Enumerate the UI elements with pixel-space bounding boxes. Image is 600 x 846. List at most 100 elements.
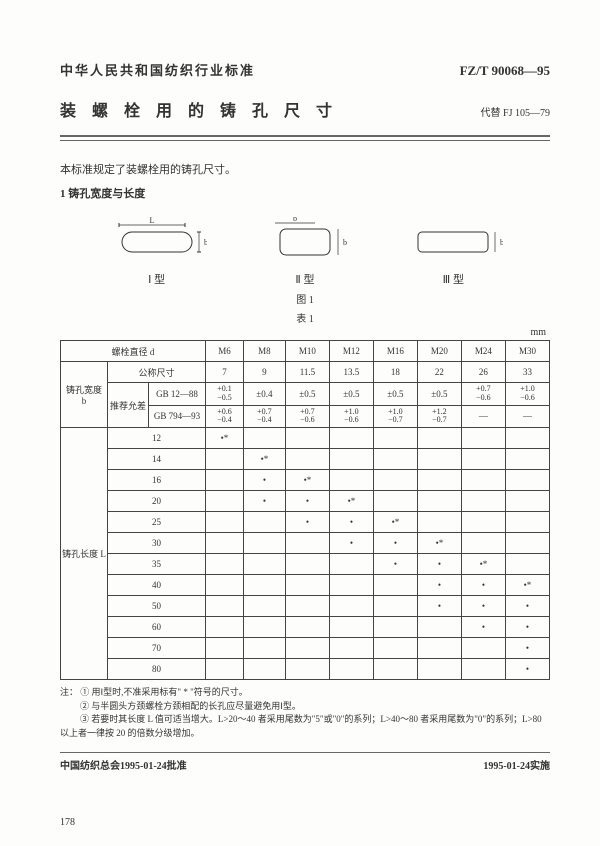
dot-cell [329, 428, 373, 449]
length-value: 16 [108, 470, 206, 491]
dot-cell [373, 575, 417, 596]
dot-cell: •* [505, 575, 549, 596]
dot-cell: • [505, 638, 549, 659]
dot-cell [206, 554, 244, 575]
dot-cell [329, 575, 373, 596]
implement-text: 1995-01-24实施 [483, 757, 550, 772]
organization: 中华人民共和国纺织行业标准 [60, 60, 255, 79]
replaces: 代替 FJ 105—79 [481, 104, 550, 119]
dot-cell: • [329, 512, 373, 533]
length-label: 铸孔长度 L [61, 428, 108, 680]
dot-cell [329, 617, 373, 638]
notes-block: 注： ① 用Ⅰ型时,不准采用标有" * "符号的尺寸。 ② 与半圆头方颈螺栓方颈… [60, 686, 550, 740]
dot-cell [243, 512, 285, 533]
dot-cell [285, 575, 329, 596]
dot-cell [206, 491, 244, 512]
dot-cell [505, 428, 549, 449]
note-1: ① 用Ⅰ型时,不准采用标有" * "符号的尺寸。 [80, 687, 248, 697]
length-value: 35 [108, 554, 206, 575]
figure-label: 图 1 [60, 291, 550, 306]
length-value: 50 [108, 596, 206, 617]
separator [60, 135, 550, 141]
dot-cell [461, 512, 505, 533]
dot-cell [243, 617, 285, 638]
dot-cell [285, 428, 329, 449]
svg-text:b: b [500, 238, 503, 247]
dot-cell: • [505, 617, 549, 638]
dot-cell [206, 617, 244, 638]
length-value: 70 [108, 638, 206, 659]
standard-number: FZ/T 90068—95 [460, 63, 550, 79]
dot-cell: • [329, 533, 373, 554]
slot-icon-1: L b [107, 217, 207, 267]
th-bolt-d: 螺栓直径 d [61, 341, 206, 362]
length-value: 20 [108, 491, 206, 512]
dot-cell [206, 659, 244, 680]
dot-cell: •* [373, 512, 417, 533]
tolerance-label: 推荐允差 [108, 383, 149, 428]
dot-cell [373, 596, 417, 617]
dot-cell [243, 428, 285, 449]
dot-cell [461, 449, 505, 470]
dot-cell [417, 428, 461, 449]
dot-cell [417, 512, 461, 533]
dot-cell [417, 491, 461, 512]
dot-cell [243, 575, 285, 596]
svg-text:b: b [293, 217, 297, 223]
note-2: ② 与半圆头方颈螺栓方颈相配的长孔应尽量避免用Ⅰ型。 [60, 701, 301, 711]
dot-cell: • [285, 512, 329, 533]
table-unit: mm [60, 327, 550, 338]
dot-cell [243, 659, 285, 680]
dot-cell: • [417, 575, 461, 596]
dot-cell: • [417, 554, 461, 575]
dot-cell: • [243, 491, 285, 512]
dot-cell [417, 449, 461, 470]
dot-cell [285, 449, 329, 470]
dot-cell: •* [329, 491, 373, 512]
header-row: 中华人民共和国纺织行业标准 FZ/T 90068—95 [60, 60, 550, 79]
dot-cell [373, 617, 417, 638]
dot-cell [206, 512, 244, 533]
dot-cell [505, 512, 549, 533]
dot-cell [417, 638, 461, 659]
dot-cell [505, 449, 549, 470]
dimension-table: 螺栓直径 d M6 M8 M10 M12 M16 M20 M24 M30 铸孔宽… [60, 340, 550, 680]
table-row: 40•••* [61, 575, 550, 596]
table-label: 表 1 [60, 310, 550, 325]
diagram-label-2: Ⅱ 型 [260, 271, 350, 287]
diagram-type3: b Ⅲ 型 [403, 217, 503, 287]
dot-cell [243, 554, 285, 575]
note-3: ③ 若要时其长度 L 值可适当增大。L>20～40 者采用尾数为"5"或"0"的… [60, 714, 542, 738]
table-row: 铸孔长度 L12•* [61, 428, 550, 449]
dot-cell: • [461, 596, 505, 617]
dot-cell [329, 449, 373, 470]
diagram-label-1: Ⅰ 型 [107, 271, 207, 287]
table-row: 推荐允差 GB 12—88 +0.1 −0.5 ±0.4 ±0.5 ±0.5 ±… [61, 383, 550, 406]
slot-icon-2: b b [260, 217, 350, 267]
dot-cell [206, 638, 244, 659]
dot-cell [243, 638, 285, 659]
dot-cell: • [373, 533, 417, 554]
dot-cell: • [243, 470, 285, 491]
length-value: 14 [108, 449, 206, 470]
dot-cell [417, 470, 461, 491]
dot-cell [329, 659, 373, 680]
dot-cell: •* [461, 554, 505, 575]
length-value: 30 [108, 533, 206, 554]
dot-cell [285, 617, 329, 638]
dot-cell [373, 638, 417, 659]
section-heading: 1 铸孔宽度与长度 [60, 185, 550, 201]
dot-cell: •* [243, 449, 285, 470]
dot-cell [373, 491, 417, 512]
length-value: 80 [108, 659, 206, 680]
dot-cell [285, 533, 329, 554]
diagram-label-3: Ⅲ 型 [403, 271, 503, 287]
length-value: 40 [108, 575, 206, 596]
dot-cell [206, 449, 244, 470]
dot-cell [461, 491, 505, 512]
dot-cell [373, 659, 417, 680]
document-title: 装 螺 栓 用 的 铸 孔 尺 寸 [60, 97, 338, 121]
length-value: 25 [108, 512, 206, 533]
notes-lead: 注： [60, 687, 78, 697]
dot-cell [243, 533, 285, 554]
